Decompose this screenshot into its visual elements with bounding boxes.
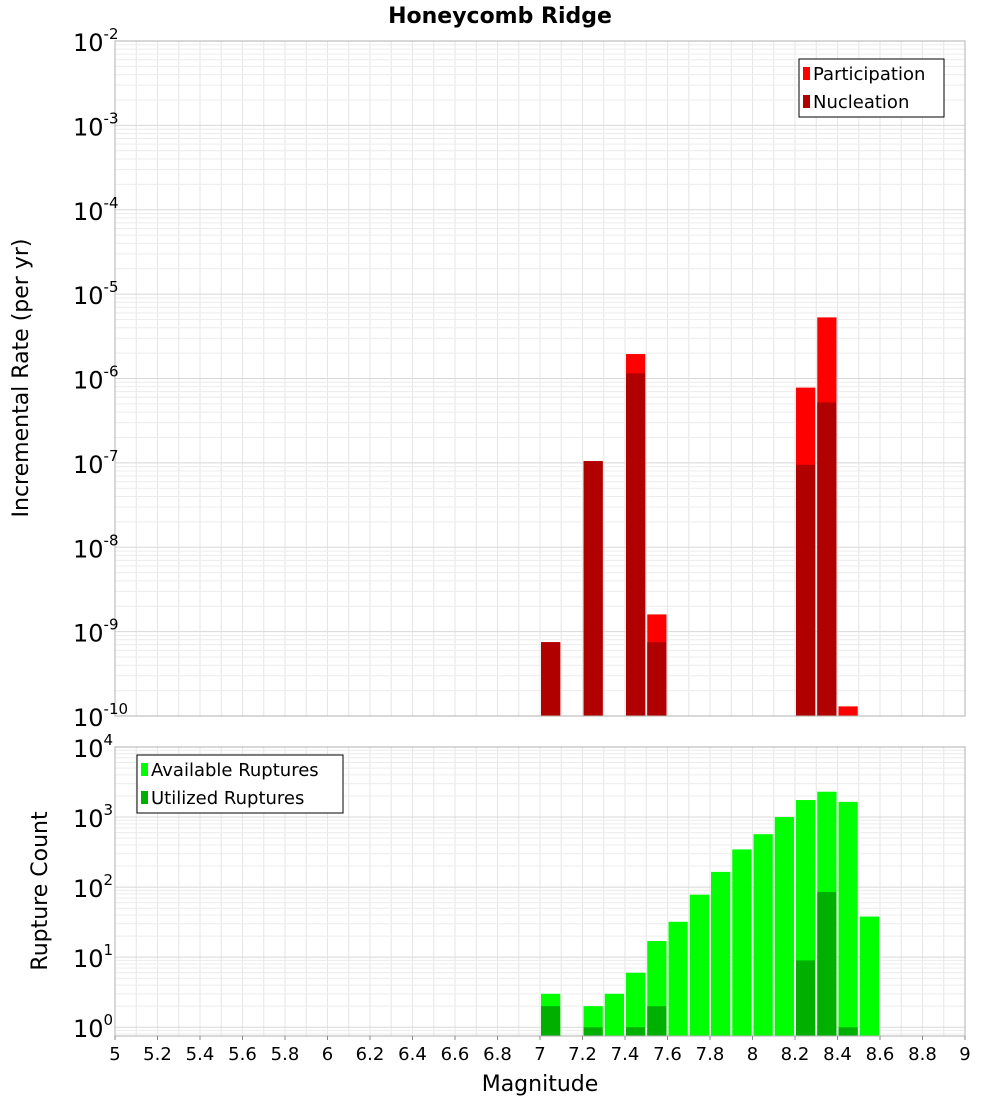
y-tick-label: 103 bbox=[73, 801, 113, 833]
y-tick-label: 104 bbox=[73, 731, 113, 763]
bar bbox=[838, 801, 858, 1036]
y-tick-label: 10-7 bbox=[73, 447, 119, 479]
count-panel: 100 101 102 103 104 Rupture Count 5 5.2 5.4 5.6 5.… bbox=[28, 731, 971, 1097]
bar bbox=[753, 834, 773, 1036]
x-tick-label: 9 bbox=[959, 1044, 970, 1065]
legend: Available Ruptures Utilized Ruptures bbox=[136, 754, 344, 814]
bar bbox=[732, 849, 752, 1036]
legend-box bbox=[136, 754, 344, 814]
x-tick-label: 6.8 bbox=[483, 1044, 512, 1065]
bar bbox=[668, 921, 688, 1036]
grid bbox=[114, 41, 966, 717]
legend-label: Utilized Ruptures bbox=[151, 788, 304, 809]
bar bbox=[796, 464, 816, 716]
legend-swatch bbox=[803, 67, 810, 80]
bar bbox=[689, 894, 709, 1036]
y-tick-label: 10-10 bbox=[73, 700, 128, 732]
x-tick-label: 6.6 bbox=[441, 1044, 470, 1065]
bar bbox=[647, 1006, 667, 1036]
bar bbox=[583, 1027, 603, 1036]
legend-label: Nucleation bbox=[813, 92, 909, 113]
x-tick-label: 7.2 bbox=[568, 1044, 597, 1065]
y-tick-label: 102 bbox=[73, 871, 113, 903]
bar bbox=[859, 916, 879, 1036]
y-tick-label: 10-2 bbox=[73, 25, 119, 57]
bar bbox=[711, 871, 731, 1036]
bar bbox=[541, 642, 561, 716]
y-axis-label: Incremental Rate (per yr) bbox=[9, 239, 34, 518]
bar bbox=[583, 461, 603, 716]
bar bbox=[647, 642, 667, 716]
legend-swatch bbox=[803, 95, 810, 108]
x-tick-label: 7.6 bbox=[653, 1044, 682, 1065]
y-tick-label: 10-3 bbox=[73, 109, 119, 141]
legend: Participation Nucleation bbox=[798, 58, 945, 118]
rate-panel: 10-10 10-9 10-8 10-7 10-6 10-5 10-4 10-3 10-2 Inc… bbox=[9, 25, 966, 732]
x-tick-label: 8 bbox=[747, 1044, 758, 1065]
x-tick-label: 7 bbox=[534, 1044, 545, 1065]
x-tick-label: 5.2 bbox=[143, 1044, 172, 1065]
y-tick-label: 10-8 bbox=[73, 531, 119, 563]
y-axis-label: Rupture Count bbox=[28, 811, 53, 971]
y-tick-label: 100 bbox=[73, 1011, 113, 1043]
x-tick-label: 6 bbox=[322, 1044, 333, 1065]
bar bbox=[817, 892, 837, 1036]
legend-label: Available Ruptures bbox=[151, 760, 319, 781]
plot-frame bbox=[114, 40, 966, 717]
bar bbox=[796, 960, 816, 1036]
legend-swatch bbox=[141, 763, 148, 776]
x-tick-label: 5 bbox=[109, 1044, 120, 1065]
x-tick-label: 5.8 bbox=[271, 1044, 300, 1065]
bars bbox=[541, 791, 879, 1036]
x-tick-label: 8.8 bbox=[908, 1044, 937, 1065]
x-tick-label: 8.2 bbox=[781, 1044, 810, 1065]
bar bbox=[541, 1006, 561, 1036]
bar bbox=[817, 402, 837, 716]
y-tick-label: 10-5 bbox=[73, 278, 119, 310]
y-tick-label: 10-4 bbox=[73, 194, 119, 226]
x-tick-label: 5.4 bbox=[186, 1044, 215, 1065]
bar bbox=[838, 706, 858, 716]
y-tick-label: 10-6 bbox=[73, 363, 119, 395]
x-tick-label: 8.6 bbox=[866, 1044, 895, 1065]
bar bbox=[774, 817, 794, 1036]
y-tick-label: 10-9 bbox=[73, 616, 119, 648]
x-tick-label: 6.4 bbox=[398, 1044, 427, 1065]
bar bbox=[838, 1027, 858, 1036]
bars bbox=[541, 317, 858, 716]
bar bbox=[626, 972, 646, 1036]
bar bbox=[626, 1027, 646, 1036]
x-tick-label: 8.4 bbox=[823, 1044, 852, 1065]
legend-label: Participation bbox=[813, 64, 925, 85]
x-tick-label: 7.8 bbox=[696, 1044, 725, 1065]
y-tick-labels: 100 101 102 103 104 bbox=[73, 731, 113, 1043]
x-tick-label: 6.2 bbox=[356, 1044, 385, 1065]
y-tick-labels: 10-10 10-9 10-8 10-7 10-6 10-5 10-4 10-3 10-2 bbox=[73, 25, 128, 732]
legend-box bbox=[798, 58, 945, 118]
bar bbox=[604, 993, 624, 1036]
x-axis-label: Magnitude bbox=[482, 1072, 599, 1097]
x-tick-labels: 5 5.2 5.4 5.6 5.8 6 6.2 6.4 6.6 6.8 7 7.2 7.4 7.6 7.8 8… bbox=[109, 1036, 971, 1065]
bar bbox=[626, 373, 646, 716]
y-tick-label: 101 bbox=[73, 941, 113, 973]
x-tick-label: 7.4 bbox=[611, 1044, 640, 1065]
x-tick-label: 5.6 bbox=[228, 1044, 257, 1065]
legend-swatch bbox=[141, 791, 148, 804]
chart-title: Honeycomb Ridge bbox=[388, 4, 612, 29]
